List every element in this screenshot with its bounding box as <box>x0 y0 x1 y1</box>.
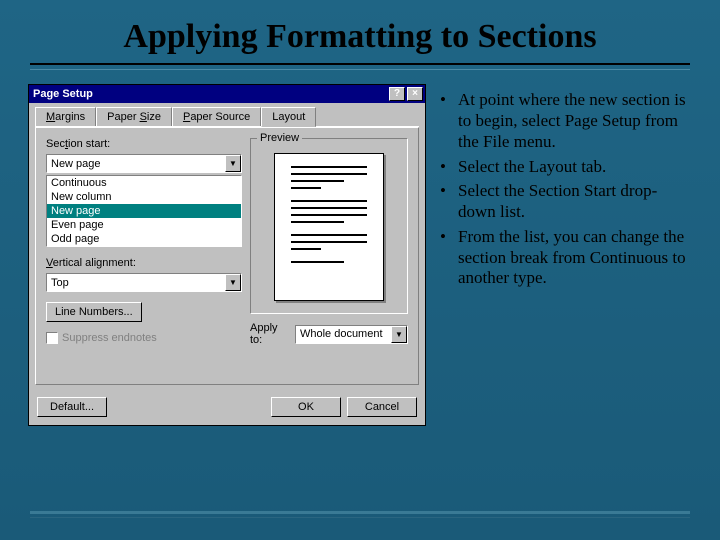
bullet-item: Select the Layout tab. <box>440 157 692 178</box>
default-button[interactable]: Default... <box>37 397 107 417</box>
apply-to-label: Apply to: <box>250 322 289 346</box>
tab-paper-size[interactable]: Paper Size <box>96 107 172 126</box>
line-numbers-button[interactable]: Line Numbers... <box>46 302 142 322</box>
list-item[interactable]: Continuous <box>47 176 241 190</box>
chevron-down-icon[interactable]: ▼ <box>225 274 241 291</box>
bullet-item: From the list, you can change the sectio… <box>440 227 692 289</box>
tab-strip: Margins Paper Size Paper Source Layout <box>35 107 419 127</box>
suppress-endnotes-checkbox <box>46 332 58 344</box>
footer-rule-accent <box>30 517 690 518</box>
bullet-item: At point where the new section is to beg… <box>440 90 692 152</box>
tab-layout[interactable]: Layout <box>261 107 316 127</box>
bullet-list: At point where the new section is to beg… <box>440 84 692 426</box>
slide-title: Applying Formatting to Sections <box>0 0 720 63</box>
preview-group: Preview <box>250 138 408 314</box>
section-start-combo[interactable]: New page ▼ <box>46 154 242 173</box>
chevron-down-icon[interactable]: ▼ <box>225 155 241 172</box>
apply-to-combo[interactable]: Whole document ▼ <box>295 325 408 344</box>
list-item[interactable]: Odd page <box>47 232 241 246</box>
dialog-title: Page Setup <box>33 88 387 100</box>
preview-page <box>274 153 384 301</box>
title-underline <box>30 63 690 65</box>
suppress-endnotes-row: Suppress endnotes <box>46 332 242 344</box>
list-item[interactable]: Even page <box>47 218 241 232</box>
tab-margins[interactable]: Margins <box>35 107 96 126</box>
section-start-label: Section start: <box>46 138 242 150</box>
chevron-down-icon[interactable]: ▼ <box>391 326 407 343</box>
dialog-footer: Default... OK Cancel <box>29 391 425 425</box>
list-item[interactable]: New column <box>47 190 241 204</box>
list-item-selected[interactable]: New page <box>47 204 241 218</box>
vertical-alignment-combo[interactable]: Top ▼ <box>46 273 242 292</box>
cancel-button[interactable]: Cancel <box>347 397 417 417</box>
preview-label: Preview <box>257 132 302 144</box>
ok-button[interactable]: OK <box>271 397 341 417</box>
section-start-listbox[interactable]: Continuous New column New page Even page… <box>46 175 242 247</box>
help-button[interactable]: ? <box>389 87 405 101</box>
tab-paper-source[interactable]: Paper Source <box>172 107 261 126</box>
page-setup-dialog: Page Setup ? × Margins Paper Size Paper … <box>28 84 426 426</box>
close-button[interactable]: × <box>407 87 423 101</box>
bullet-item: Select the Section Start drop-down list. <box>440 181 692 222</box>
title-underline-accent <box>30 69 690 70</box>
footer-rule <box>30 511 690 514</box>
vertical-alignment-label: Vertical alignment: <box>46 257 242 269</box>
dialog-titlebar[interactable]: Page Setup ? × <box>29 85 425 103</box>
tab-panel-layout: Section start: New page ▼ Continuous New… <box>35 127 419 385</box>
